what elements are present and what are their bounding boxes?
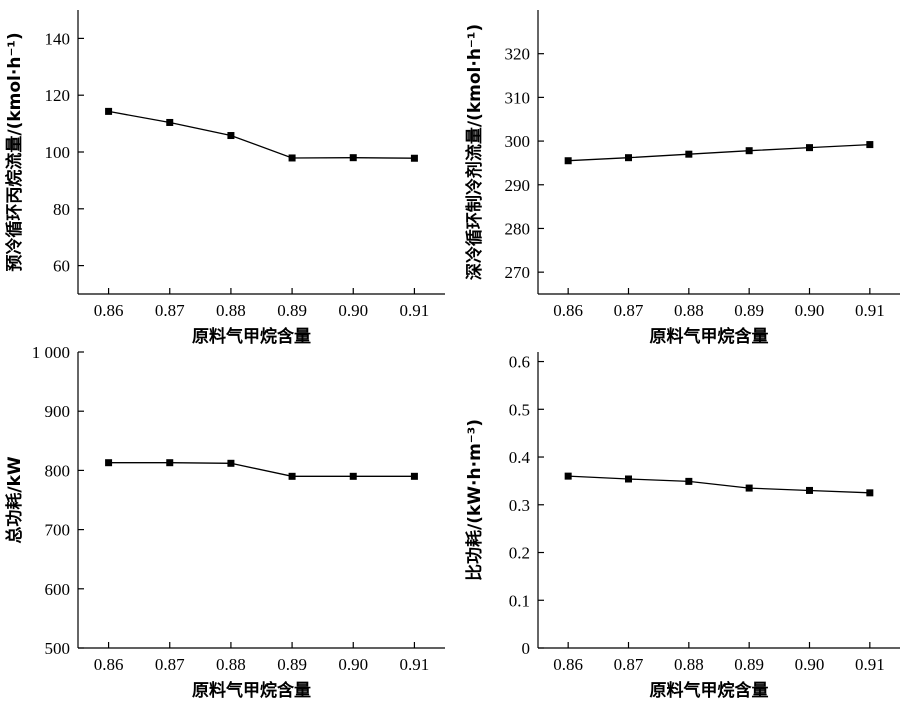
y-tick-label: 300 bbox=[505, 132, 531, 151]
y-tick-label: 60 bbox=[53, 257, 70, 276]
x-tick-label: 0.89 bbox=[734, 301, 764, 320]
x-tick-label: 0.86 bbox=[94, 655, 124, 674]
data-point bbox=[105, 107, 113, 115]
data-point bbox=[288, 472, 296, 480]
x-tick-label: 0.89 bbox=[277, 655, 307, 674]
y-tick-label: 700 bbox=[45, 521, 71, 540]
x-tick-label: 0.88 bbox=[216, 301, 246, 320]
y-tick-label: 120 bbox=[45, 86, 71, 105]
y-tick-label: 0.6 bbox=[509, 353, 530, 372]
x-tick-label: 0.88 bbox=[674, 301, 704, 320]
y-tick-label: 0 bbox=[522, 639, 531, 658]
x-tick-label: 0.91 bbox=[855, 655, 885, 674]
x-tick-label: 0.89 bbox=[734, 655, 764, 674]
x-axis-title: 原料气甲烷含量 bbox=[192, 680, 311, 701]
y-tick-label: 280 bbox=[505, 219, 531, 238]
data-point bbox=[410, 472, 418, 480]
chart-panel-1: 60 80 100 120 140 0.86 0.87 0.88 0.89 0.90 0.91 原料气… bbox=[4, 10, 445, 347]
x-tick-label: 0.87 bbox=[155, 655, 185, 674]
data-point bbox=[745, 484, 753, 492]
y-tick-label: 800 bbox=[45, 461, 71, 480]
y-axis-title: 比功耗/(kW·h·m⁻³) bbox=[464, 419, 485, 581]
series-line bbox=[108, 462, 415, 477]
data-point bbox=[685, 477, 693, 485]
data-point bbox=[105, 459, 113, 467]
y-tick-label: 0.4 bbox=[509, 448, 531, 467]
series-line bbox=[108, 110, 415, 159]
data-point bbox=[866, 489, 874, 497]
x-tick-label: 0.86 bbox=[553, 655, 583, 674]
y-tick-label: 290 bbox=[505, 176, 531, 195]
y-axis-title: 总功耗/kW bbox=[4, 456, 25, 544]
chart-panel-3: 500 600 700 800 900 1 000 0.86 0.87 0.88 0.89 0.90… bbox=[4, 343, 445, 701]
data-point bbox=[625, 154, 632, 162]
data-point bbox=[410, 154, 418, 162]
data-point bbox=[806, 144, 813, 152]
y-tick-label: 270 bbox=[505, 263, 531, 282]
y-tick-label: 310 bbox=[505, 88, 531, 107]
data-point bbox=[227, 459, 235, 467]
series-line bbox=[568, 475, 870, 494]
chart-panel-2: 270 280 290 300 310 320 0.86 0.87 0.88 0.89 0.90 0.… bbox=[464, 10, 900, 347]
x-tick-label: 0.90 bbox=[795, 301, 825, 320]
x-tick-label: 0.89 bbox=[277, 301, 307, 320]
y-tick-label: 320 bbox=[505, 45, 531, 64]
data-point bbox=[866, 141, 874, 149]
y-axis-title: 预冷循环丙烷流量/(kmol·h⁻¹) bbox=[4, 32, 25, 271]
y-tick-label: 600 bbox=[45, 580, 71, 599]
x-tick-label: 0.90 bbox=[795, 655, 825, 674]
y-tick-label: 0.3 bbox=[509, 496, 530, 515]
y-tick-label: 80 bbox=[53, 200, 70, 219]
series-line bbox=[568, 143, 870, 162]
x-tick-label: 0.88 bbox=[216, 655, 246, 674]
x-tick-label: 0.86 bbox=[94, 301, 124, 320]
data-point bbox=[288, 154, 296, 162]
data-point bbox=[349, 154, 357, 162]
data-point bbox=[625, 475, 632, 483]
y-tick-label: 0.5 bbox=[509, 400, 530, 419]
data-point bbox=[166, 118, 174, 126]
y-tick-label: 0.1 bbox=[509, 591, 530, 610]
x-tick-label: 0.87 bbox=[614, 301, 644, 320]
data-point bbox=[685, 150, 693, 158]
y-tick-label: 0.2 bbox=[509, 544, 530, 563]
y-tick-label: 900 bbox=[45, 402, 71, 421]
x-axis-title: 原料气甲烷含量 bbox=[192, 326, 311, 347]
x-tick-label: 0.87 bbox=[155, 301, 185, 320]
x-tick-label: 0.86 bbox=[553, 301, 583, 320]
data-point bbox=[166, 459, 174, 467]
data-point bbox=[349, 472, 357, 480]
x-tick-label: 0.91 bbox=[400, 655, 430, 674]
y-tick-label: 140 bbox=[45, 29, 71, 48]
data-point bbox=[227, 132, 235, 140]
y-tick-label: 500 bbox=[45, 639, 71, 658]
x-axis-title: 原料气甲烷含量 bbox=[650, 326, 769, 347]
data-point bbox=[806, 486, 813, 494]
data-point bbox=[564, 472, 572, 480]
data-point bbox=[745, 147, 753, 155]
x-tick-label: 0.91 bbox=[400, 301, 430, 320]
chart-panel-4: 0 0.1 0.2 0.3 0.4 0.5 0.6 0.86 0.87 0.88 0.89 0.90 0… bbox=[464, 352, 900, 701]
x-axis-title: 原料气甲烷含量 bbox=[650, 680, 769, 701]
y-tick-label: 100 bbox=[45, 143, 71, 162]
y-tick-label: 1 000 bbox=[32, 343, 70, 362]
x-tick-label: 0.87 bbox=[614, 655, 644, 674]
x-tick-label: 0.91 bbox=[855, 301, 885, 320]
data-point bbox=[564, 157, 572, 165]
x-tick-label: 0.90 bbox=[338, 301, 368, 320]
x-tick-label: 0.90 bbox=[338, 655, 368, 674]
y-axis-title: 深冷循环制冷剂流量/(kmol·h⁻¹) bbox=[464, 24, 485, 280]
x-tick-label: 0.88 bbox=[674, 655, 704, 674]
